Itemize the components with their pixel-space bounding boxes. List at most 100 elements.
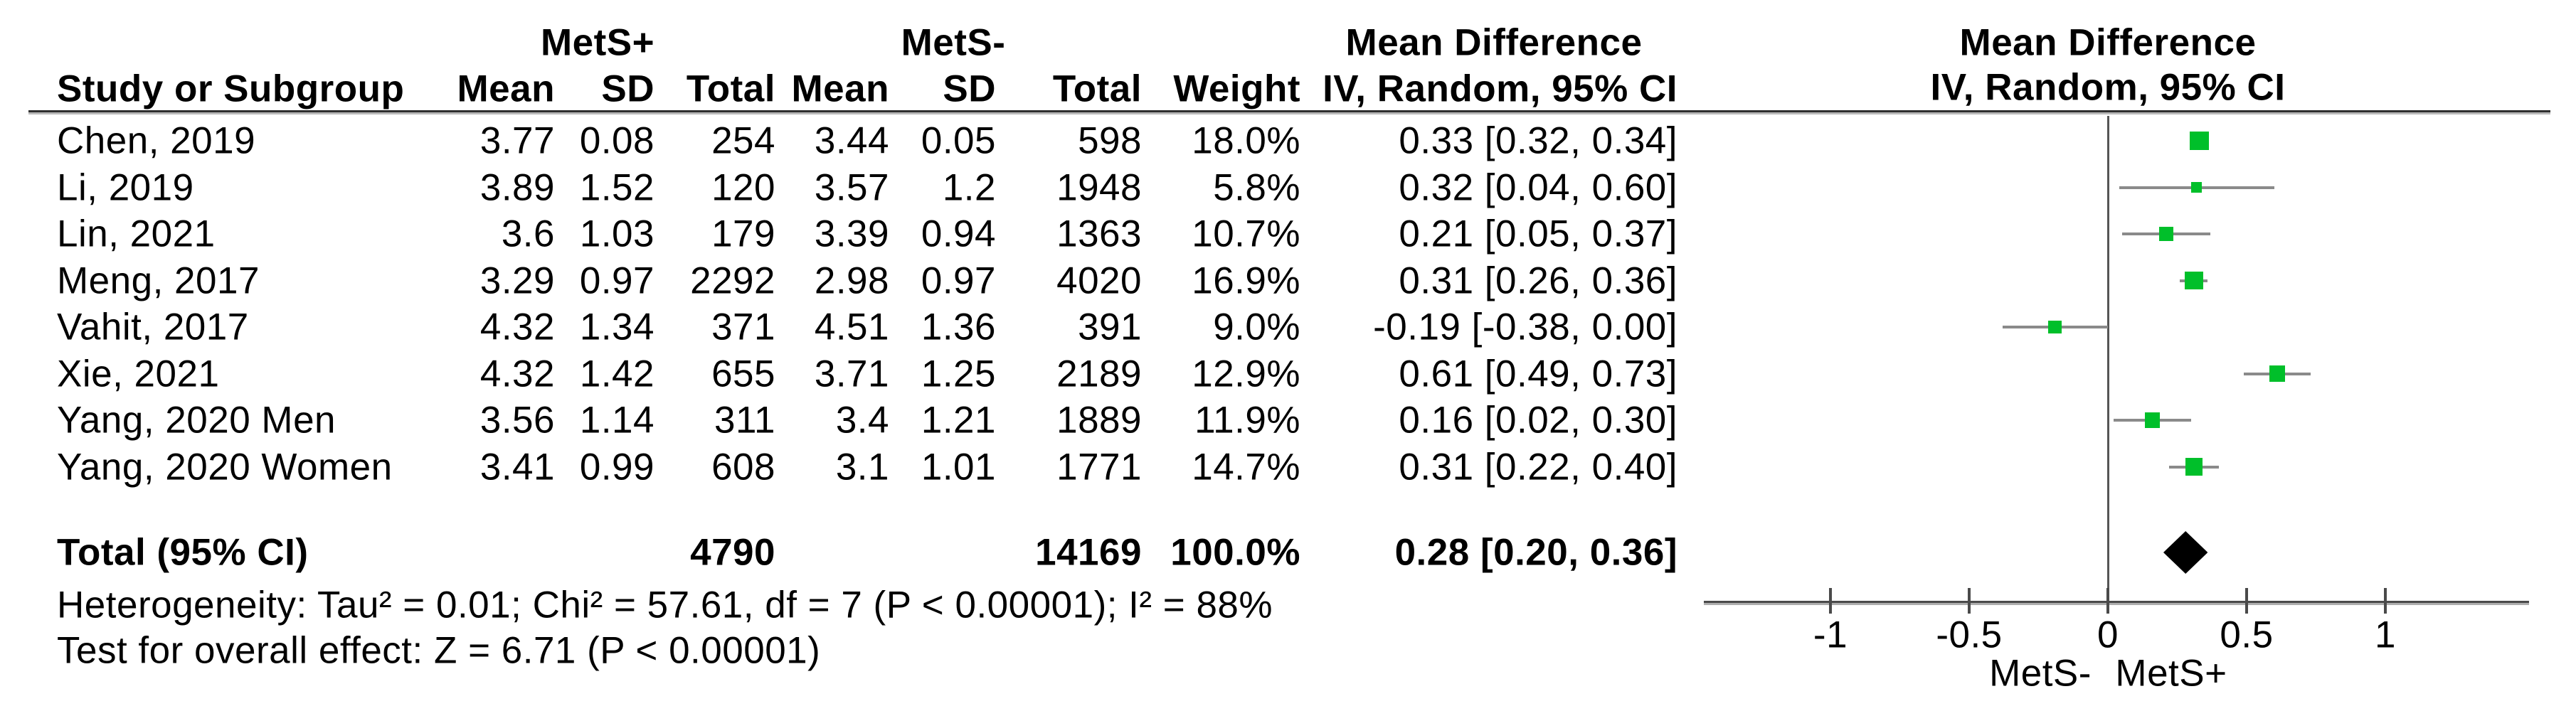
mets-minus-sd: 0.94 (921, 213, 996, 255)
overall-effect-text: Test for overall effect: Z = 6.71 (P < 0… (57, 629, 821, 672)
axis-tick (1968, 588, 1971, 614)
mets-plus-total: 371 (711, 306, 775, 348)
mets-plus-total: 120 (711, 166, 775, 208)
mets-minus-total: 1948 (1056, 166, 1142, 208)
weight-value: 5.8% (1213, 166, 1300, 208)
mets-plus-sd: 1.03 (579, 213, 654, 255)
axis-caption-mets-plus: MetS+ (2115, 652, 2227, 695)
weight-value: 10.7% (1192, 213, 1300, 255)
mets-plus-sd: 1.42 (579, 353, 654, 395)
mets-plus-sd: 0.08 (579, 119, 654, 162)
total-n1: 4790 (690, 531, 775, 574)
mets-plus-sd: 0.97 (579, 260, 654, 301)
mets-minus-mean: 3.1 (835, 446, 889, 488)
study-name: Chen, 2019 (57, 119, 256, 162)
effect-marker (2158, 226, 2174, 242)
mets-minus-sd: 1.25 (921, 353, 996, 395)
weight-value: 16.9% (1192, 260, 1300, 301)
weight-value: 12.9% (1192, 353, 1300, 395)
axis-tick-label: -1 (1813, 614, 1848, 656)
mets-plus-mean: 3.56 (479, 399, 555, 442)
plot-ci-header: IV, Random, 95% CI (1930, 66, 2286, 109)
weight-value: 11.9% (1194, 399, 1300, 442)
group-header-mets-minus: MetS- (901, 21, 1006, 64)
axis-tick-label: -0.5 (1936, 614, 2003, 656)
axis-tick (1829, 588, 1832, 614)
col-header-total1: Total (686, 68, 775, 110)
mets-minus-mean: 3.39 (814, 213, 889, 255)
total-label: Total (95% CI) (57, 531, 309, 574)
study-name: Xie, 2021 (57, 353, 220, 395)
col-header-mean2: Mean (791, 68, 889, 110)
col-header-total2: Total (1052, 68, 1142, 110)
effect-marker (2048, 320, 2062, 334)
effect-marker (2185, 458, 2203, 476)
mets-minus-mean: 2.98 (814, 260, 889, 301)
col-header-ci: IV, Random, 95% CI (1323, 68, 1677, 110)
mets-minus-mean: 3.4 (835, 399, 889, 442)
mets-plus-mean: 4.32 (479, 353, 555, 395)
mets-minus-total: 1363 (1056, 213, 1142, 255)
md-ci-value: 0.31 [0.22, 0.40] (1399, 446, 1677, 488)
mets-plus-total: 608 (711, 446, 775, 488)
md-ci-value: 0.21 [0.05, 0.37] (1399, 213, 1677, 255)
axis-caption-mets-minus: MetS- (1989, 652, 2092, 695)
group-header-mets-plus: MetS+ (540, 21, 655, 64)
mets-minus-mean: 3.57 (814, 166, 889, 208)
study-name: Li, 2019 (57, 166, 194, 208)
mets-plus-sd: 0.99 (579, 446, 654, 488)
study-name: Yang, 2020 Men (57, 399, 336, 442)
md-ci-value: 0.61 [0.49, 0.73] (1399, 353, 1677, 395)
study-name: Lin, 2021 (57, 213, 216, 255)
mets-plus-total: 254 (711, 119, 775, 162)
mets-minus-mean: 3.44 (814, 119, 889, 162)
axis-tick (2384, 588, 2387, 614)
effect-marker (2190, 131, 2210, 151)
total-ci-text: 0.28 [0.20, 0.36] (1394, 531, 1677, 574)
mets-minus-total: 1771 (1056, 446, 1142, 488)
mets-plus-sd: 1.14 (579, 399, 654, 442)
effect-marker (2144, 412, 2161, 428)
mets-plus-sd: 1.52 (579, 166, 654, 208)
mets-minus-sd: 0.05 (921, 119, 996, 162)
mets-plus-mean: 3.41 (479, 446, 555, 488)
study-name: Vahit, 2017 (57, 306, 249, 348)
mets-plus-mean: 4.32 (479, 306, 555, 348)
summary-diamond (2163, 531, 2208, 574)
mets-minus-mean: 3.71 (814, 353, 889, 395)
mets-plus-sd: 1.34 (579, 306, 654, 348)
md-ci-value: 0.33 [0.32, 0.34] (1399, 119, 1677, 162)
effect-marker (2269, 365, 2286, 382)
mets-minus-total: 391 (1078, 306, 1142, 348)
col-header-mean1: Mean (457, 68, 555, 110)
header-rule (28, 110, 2550, 114)
mets-minus-sd: 1.36 (921, 306, 996, 348)
weight-value: 14.7% (1192, 446, 1300, 488)
axis-tick (2245, 588, 2248, 614)
mets-plus-mean: 3.29 (479, 260, 555, 301)
table-md-header: Mean Difference (1345, 21, 1643, 64)
mets-minus-sd: 1.21 (921, 399, 996, 442)
mets-minus-mean: 4.51 (814, 306, 889, 348)
effect-marker (2184, 271, 2203, 290)
md-ci-value: -0.19 [-0.38, 0.00] (1373, 306, 1677, 348)
col-header-study: Study or Subgroup (57, 68, 405, 110)
total-n2: 14169 (1035, 531, 1142, 574)
mets-plus-total: 655 (711, 353, 775, 395)
total-weight: 100.0% (1170, 531, 1300, 574)
mets-minus-sd: 0.97 (921, 260, 996, 301)
mets-minus-sd: 1.2 (942, 166, 996, 208)
mets-minus-total: 4020 (1056, 260, 1142, 301)
col-header-sd1: SD (601, 68, 654, 110)
col-header-sd2: SD (943, 68, 996, 110)
mets-plus-mean: 3.89 (479, 166, 555, 208)
mets-minus-total: 598 (1078, 119, 1142, 162)
heterogeneity-text: Heterogeneity: Tau² = 0.01; Chi² = 57.61… (57, 584, 1273, 626)
md-ci-value: 0.32 [0.04, 0.60] (1399, 166, 1677, 208)
mets-minus-total: 1889 (1056, 399, 1142, 442)
md-ci-value: 0.31 [0.26, 0.36] (1399, 260, 1677, 301)
plot-zero-line (2107, 116, 2109, 601)
axis-tick-label: 0.5 (2220, 614, 2274, 656)
mets-plus-total: 179 (711, 213, 775, 255)
